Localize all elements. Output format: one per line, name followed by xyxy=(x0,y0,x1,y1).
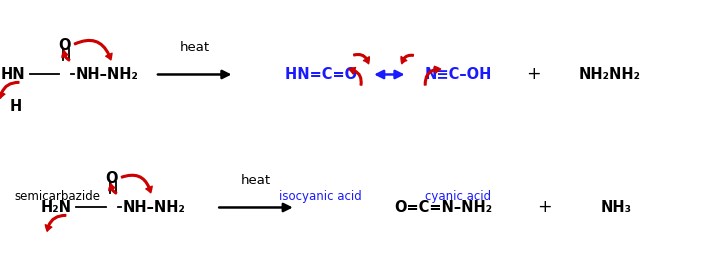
FancyArrowPatch shape xyxy=(401,54,413,64)
Text: +: + xyxy=(526,65,541,84)
Text: H₂N: H₂N xyxy=(41,200,72,215)
Text: heat: heat xyxy=(241,174,271,187)
Text: heat: heat xyxy=(180,41,210,54)
Text: HN: HN xyxy=(1,67,25,82)
FancyArrowPatch shape xyxy=(62,51,70,61)
Text: NH₃: NH₃ xyxy=(601,200,632,215)
FancyArrowPatch shape xyxy=(109,184,117,194)
Text: O=C=N–NH₂: O=C=N–NH₂ xyxy=(394,200,492,215)
Text: NH–NH₂: NH–NH₂ xyxy=(76,67,138,82)
FancyArrowPatch shape xyxy=(45,214,66,231)
FancyArrowPatch shape xyxy=(0,81,19,98)
FancyArrowPatch shape xyxy=(121,174,152,193)
FancyArrowPatch shape xyxy=(353,54,369,64)
Text: O: O xyxy=(58,38,71,53)
Text: +: + xyxy=(537,198,552,217)
Text: NH₂NH₂: NH₂NH₂ xyxy=(578,67,640,82)
FancyArrowPatch shape xyxy=(425,66,441,85)
Text: N≡C–OH: N≡C–OH xyxy=(424,67,492,82)
Text: semicarbazide: semicarbazide xyxy=(14,190,100,203)
Text: H: H xyxy=(10,99,22,114)
FancyArrowPatch shape xyxy=(349,68,362,85)
Text: O: O xyxy=(105,171,118,186)
Text: isocyanic acid: isocyanic acid xyxy=(280,190,362,203)
Text: HN=C=​O: HN=C=​O xyxy=(285,67,357,82)
Text: NH–NH₂: NH–NH₂ xyxy=(123,200,185,215)
Text: cyanic acid: cyanic acid xyxy=(425,190,491,203)
FancyArrowPatch shape xyxy=(74,40,112,60)
